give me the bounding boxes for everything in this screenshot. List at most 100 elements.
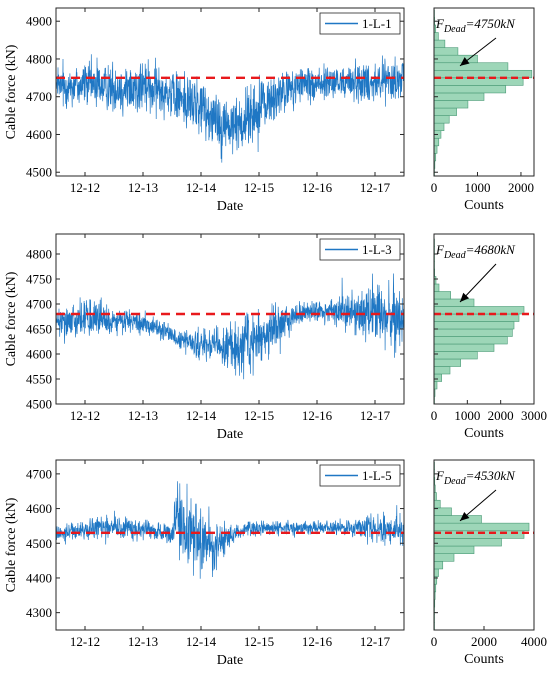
histogram-bar (433, 522, 530, 532)
hist-x-tick-label: 1000 (464, 180, 490, 195)
y-tick-label: 4300 (26, 605, 52, 620)
y-tick-label: 4700 (26, 89, 52, 104)
x-tick-label: 12-15 (244, 180, 274, 195)
x-tick-label: 12-15 (244, 634, 274, 649)
y-tick-label: 4600 (26, 347, 52, 362)
histogram-bar (433, 39, 446, 48)
histogram-bar (433, 85, 507, 94)
y-axis-label: Cable force (kN) (4, 44, 19, 139)
y-tick-label: 4550 (26, 372, 52, 387)
y-tick-label: 4800 (26, 247, 52, 262)
x-tick-label: 12-17 (360, 634, 391, 649)
histogram-bar (433, 343, 495, 352)
histogram-bar (433, 291, 451, 300)
x-tick-label: 12-14 (186, 180, 217, 195)
histogram-bar (433, 553, 455, 562)
hist-x-axis-label: Counts (464, 652, 504, 667)
histogram-bar (433, 366, 451, 375)
hist-x-tick-label: 0 (431, 634, 438, 649)
y-tick-label: 4900 (26, 14, 52, 29)
x-tick-label: 12-17 (360, 408, 391, 423)
x-tick-label: 12-12 (70, 180, 100, 195)
annotation-base: F (435, 468, 445, 483)
histogram-bar (433, 373, 442, 382)
hist-x-tick-label: 2000 (508, 180, 534, 195)
timeseries-frame (55, 7, 405, 177)
y-tick-label: 4800 (26, 51, 52, 66)
histogram-bar (433, 545, 475, 554)
annotation-value: =4680kN (466, 242, 517, 257)
series-line-1-L-5 (56, 481, 404, 579)
y-tick-label: 4500 (26, 165, 52, 180)
y-tick-label: 4500 (26, 397, 52, 412)
y-tick-label: 4650 (26, 322, 52, 337)
histogram-bar (433, 561, 444, 570)
y-tick-label: 4600 (26, 127, 52, 142)
x-tick-label: 12-16 (302, 634, 333, 649)
x-tick-label: 12-16 (302, 180, 333, 195)
histogram-bar (433, 115, 450, 124)
histogram-bar (433, 538, 502, 547)
annotation-value: =4750kN (466, 16, 517, 31)
y-tick-label: 4500 (26, 536, 52, 551)
x-tick-label: 12-17 (360, 180, 391, 195)
legend-box (319, 12, 401, 35)
histogram-frame (433, 233, 535, 405)
histogram-frame (433, 7, 535, 177)
x-tick-label: 12-14 (186, 634, 217, 649)
histogram-bar (433, 298, 475, 307)
legend: 1-L-3 (319, 238, 401, 261)
histogram-bar (433, 351, 478, 360)
x-tick-label: 12-12 (70, 408, 100, 423)
panel-1: 12-12 12-13 12-14 12-15 12-16 12-17 4500 4600 47… (4, 7, 535, 214)
histogram-bar (433, 122, 445, 131)
x-tick-label: 12-15 (244, 408, 274, 423)
y-tick-label: 4700 (26, 297, 52, 312)
annotation-arrow-head (460, 57, 470, 66)
series-line-1-L-1 (56, 53, 404, 163)
x-tick-label: 12-12 (70, 634, 100, 649)
legend-label: 1-L-1 (362, 16, 392, 31)
x-tick-label: 12-13 (128, 408, 158, 423)
histogram-bar (433, 321, 515, 330)
y-tick-label: 4700 (26, 466, 52, 481)
histogram-bar (433, 62, 509, 71)
histogram-bar (433, 336, 508, 345)
annotation-subscript: Dead (443, 476, 467, 487)
y-axis-label: Cable force (kN) (4, 271, 19, 366)
x-tick-label: 12-13 (128, 634, 158, 649)
histogram-bar (433, 32, 439, 41)
legend-box (319, 464, 401, 487)
x-axis-label: Date (217, 199, 243, 214)
hist-x-tick-label: 4000 (521, 634, 547, 649)
y-tick-label: 4750 (26, 272, 52, 287)
x-axis-label: Date (217, 427, 243, 442)
hist-x-tick-label: 2000 (471, 634, 497, 649)
dead-load-annotation: FDead=4530kN (435, 468, 516, 487)
y-tick-label: 4400 (26, 570, 52, 585)
hist-x-tick-label: 0 (431, 180, 438, 195)
annotation-arrow-head (460, 511, 470, 521)
annotation-arrow-head (460, 292, 470, 302)
x-axis-label: Date (217, 653, 243, 668)
dead-load-annotation: FDead=4680kN (435, 242, 516, 261)
panel-2: 12-12 12-13 12-14 12-15 12-16 12-17 4500 4550 46… (4, 233, 547, 442)
timeseries-frame (55, 459, 405, 631)
timeseries-plot-area (56, 460, 404, 630)
hist-x-axis-label: Counts (464, 426, 504, 441)
histogram-bar (433, 283, 440, 292)
hist-x-tick-label: 0 (431, 408, 438, 423)
histogram-bar (433, 499, 441, 509)
histogram-bar (433, 54, 478, 64)
legend: 1-L-1 (319, 12, 401, 35)
dead-load-annotation: FDead=4750kN (435, 16, 516, 35)
annotation-subscript: Dead (443, 250, 467, 261)
histogram-bar (433, 47, 459, 56)
timeseries-frame (55, 233, 405, 405)
hist-x-tick-label: 2000 (488, 408, 514, 423)
histogram-bar (433, 358, 461, 367)
legend: 1-L-5 (319, 464, 401, 487)
annotation-base: F (435, 242, 445, 257)
hist-x-tick-label: 3000 (521, 408, 547, 423)
x-tick-label: 12-13 (128, 180, 158, 195)
